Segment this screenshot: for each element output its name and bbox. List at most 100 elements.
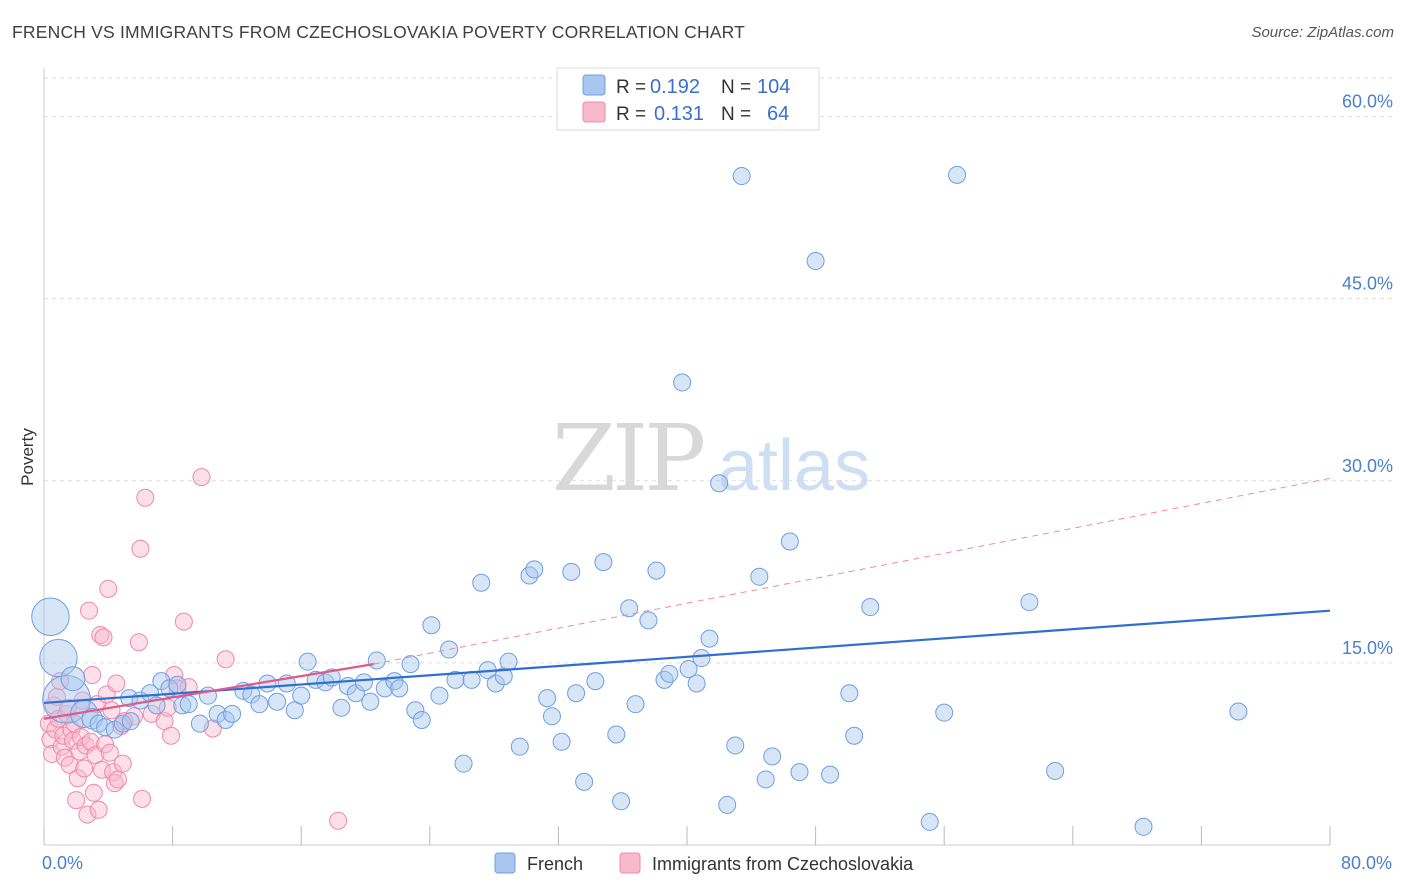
legend: R = 0.192 N = 104 R = 0.131 N = 64	[556, 67, 820, 131]
chart-title: FRENCH VS IMMIGRANTS FROM CZECHOSLOVAKIA…	[12, 22, 746, 42]
french-point	[268, 692, 287, 711]
czech-point	[83, 666, 102, 685]
french-point	[1229, 702, 1248, 721]
french-point	[607, 725, 626, 744]
bottom-legend-french: French	[527, 854, 583, 874]
french-point	[626, 695, 645, 714]
french-point	[718, 795, 737, 814]
bottom-legend-swatch-french	[494, 852, 516, 874]
legend-french-r-value: 0.192	[650, 76, 700, 98]
french-point	[639, 611, 658, 630]
czech-point	[108, 770, 127, 789]
czech-point	[129, 633, 148, 652]
french-point	[861, 598, 880, 617]
czech-point	[105, 774, 124, 793]
french-point	[494, 667, 513, 686]
bottom-legend-czech: Immigrants from Czechoslovakia	[652, 854, 914, 874]
czech-point	[84, 783, 103, 802]
french-point	[440, 640, 459, 659]
bottom-legend: French Immigrants from Czechoslovakia	[494, 852, 914, 874]
french-point	[790, 763, 809, 782]
y-tick-label: 15.0%	[1342, 638, 1393, 658]
x-tick-label: 0.0%	[42, 853, 83, 873]
french-point	[845, 726, 864, 745]
french-point	[520, 566, 539, 585]
watermark-atlas: atlas	[718, 426, 870, 506]
legend-czech-n-label: N =	[721, 104, 751, 125]
french-point	[1134, 817, 1153, 836]
french-point	[121, 712, 140, 731]
x-axis-tick-labels: 0.0% 80.0%	[42, 853, 1392, 873]
french-point	[292, 686, 311, 705]
czech-point	[161, 726, 180, 745]
y-tick-label: 60.0%	[1342, 92, 1393, 112]
french-point	[367, 651, 386, 670]
x-tick-label: 80.0%	[1341, 853, 1392, 873]
french-point	[806, 252, 825, 271]
french-point	[567, 684, 586, 703]
legend-swatch-czech	[582, 101, 606, 123]
czech-point	[78, 805, 97, 824]
y-axis-tick-labels: 15.0% 30.0% 45.0% 60.0%	[1342, 92, 1393, 658]
x-axis-ticks	[43, 826, 1331, 845]
french-point	[575, 772, 594, 791]
french-point	[612, 792, 631, 811]
czech-point	[68, 769, 87, 788]
french-point	[354, 673, 373, 692]
czech-point	[67, 791, 86, 810]
french-point	[454, 754, 473, 773]
french-point	[542, 707, 561, 726]
french-point	[375, 679, 394, 698]
french-point	[763, 747, 782, 766]
y-tick-label: 30.0%	[1342, 456, 1393, 476]
czech-point	[92, 760, 111, 779]
french-point	[179, 695, 198, 714]
czech-point	[107, 674, 126, 693]
legend-french-n-value: 104	[757, 76, 790, 98]
french-point	[700, 629, 719, 648]
french-point	[692, 649, 711, 668]
french-point	[361, 692, 380, 711]
series-czech-points	[39, 468, 348, 830]
watermark: ZIP atlas	[552, 405, 870, 512]
czech-point	[136, 488, 155, 507]
french-point	[594, 553, 613, 572]
french-point	[525, 560, 544, 579]
trend-line-czech	[43, 663, 374, 720]
french-point	[756, 770, 775, 789]
legend-french-n-label: N =	[721, 77, 751, 98]
french-point	[562, 562, 581, 581]
french-point	[750, 567, 769, 586]
czech-point	[100, 743, 119, 762]
french-point	[726, 736, 745, 755]
trend-line-french	[43, 609, 1331, 705]
czech-point	[91, 625, 110, 644]
french-point	[935, 703, 954, 722]
czech-point	[94, 628, 113, 647]
french-point	[780, 532, 799, 551]
legend-french-r-label: R =	[616, 77, 646, 98]
czech-point	[75, 759, 94, 778]
czech-point	[59, 698, 78, 717]
czech-point	[192, 468, 211, 487]
czech-point	[99, 579, 118, 598]
french-point	[401, 655, 420, 674]
czech-point	[80, 601, 99, 620]
french-point	[1046, 761, 1065, 780]
trend-line-czech-extended	[373, 477, 1331, 665]
french-point	[462, 670, 481, 689]
czech-point	[113, 754, 132, 773]
french-point	[332, 698, 351, 717]
french-point	[298, 652, 317, 671]
czech-point	[174, 612, 193, 631]
trend-lines	[43, 477, 1331, 720]
french-point	[446, 670, 465, 689]
french-point	[250, 695, 269, 714]
french-point	[499, 652, 518, 671]
french-point	[412, 710, 431, 729]
french-point	[620, 599, 639, 618]
legend-czech-n-value: 64	[767, 103, 789, 125]
french-point	[586, 672, 605, 691]
french-point	[732, 167, 751, 186]
